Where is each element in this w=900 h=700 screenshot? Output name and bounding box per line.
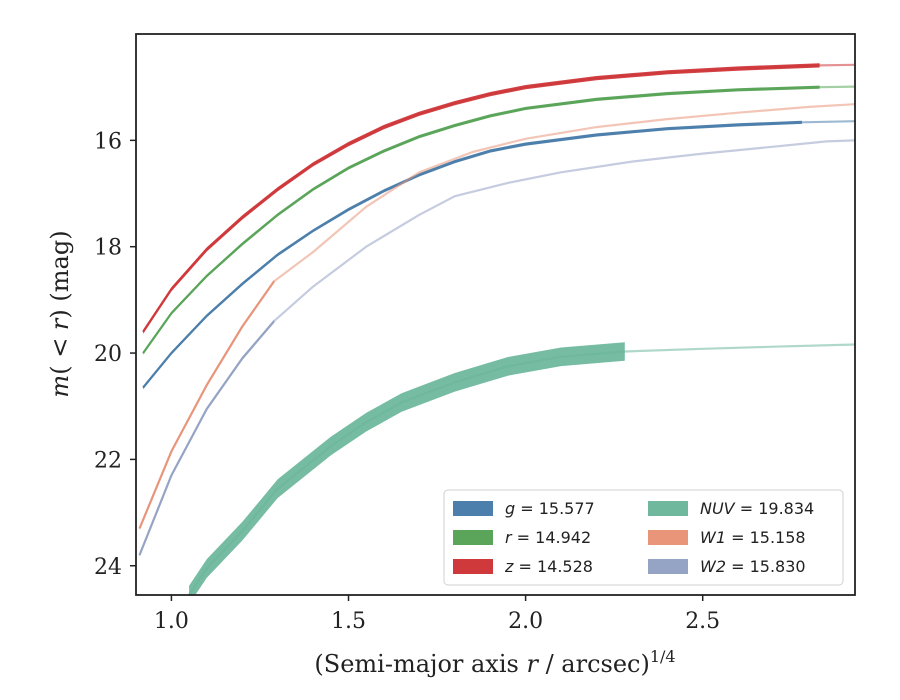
legend-label-W2: W2 = 15.830 <box>700 557 806 576</box>
series-W2-line <box>138 320 275 556</box>
legend: g = 15.577 r = 14.942 z = 14.528 NUV = 19.8… <box>443 489 844 586</box>
y-tick-label: 16 <box>94 129 122 154</box>
x-tick-label: 1.0 <box>154 609 189 634</box>
series-W1 <box>138 103 855 531</box>
series-NUV-band <box>189 342 625 595</box>
y-tick-label: 20 <box>94 342 122 367</box>
series-NUV <box>188 342 855 595</box>
y-tick-label: 18 <box>94 236 122 261</box>
series-NUV-fade-line <box>624 343 855 353</box>
y-tick-label: 24 <box>94 555 122 580</box>
y-axis-label: m( < r) (mag) <box>46 230 74 397</box>
ticks-layer: 1.0 1.5 2.0 2.5 16 18 20 22 24 <box>94 129 720 634</box>
series-NUV-line <box>188 350 625 595</box>
legend-label-r: r = 14.942 <box>505 528 591 547</box>
legend-swatch-g <box>453 501 493 516</box>
series-z-fade-line <box>819 63 855 67</box>
x-tick-label: 2.5 <box>685 609 720 634</box>
x-tick-label: 2.0 <box>508 609 543 634</box>
plot-frame <box>135 33 856 596</box>
legend-swatch-NUV <box>648 501 688 516</box>
x-axis-label: (Semi-major axis r / arcsec)1/4 <box>314 647 675 678</box>
series-W2-fade-line <box>273 139 855 322</box>
legend-swatch-r <box>453 530 493 545</box>
legend-swatch-W2 <box>648 559 688 574</box>
legend-swatch-W1 <box>648 530 688 545</box>
legend-swatch-z <box>453 559 493 574</box>
y-tick-label: 22 <box>94 448 122 473</box>
series-W1-fade-line <box>273 103 855 283</box>
series-r-line <box>142 86 820 354</box>
legend-label-NUV: NUV = 19.834 <box>700 499 814 518</box>
series-z-line <box>142 64 820 333</box>
series-r <box>142 85 855 355</box>
series-W2 <box>138 139 855 557</box>
legend-box <box>443 489 844 586</box>
series-W1-line <box>138 280 275 529</box>
legend-label-g: g = 15.577 <box>505 499 595 518</box>
x-tick-label: 1.5 <box>331 609 366 634</box>
series-z <box>142 63 855 334</box>
series-r-fade-line <box>819 85 855 89</box>
series-g-fade-line <box>801 120 855 124</box>
series-layer <box>138 63 855 595</box>
legend-label-W1: W1 = 15.158 <box>700 528 806 547</box>
legend-label-z: z = 14.528 <box>504 557 593 576</box>
